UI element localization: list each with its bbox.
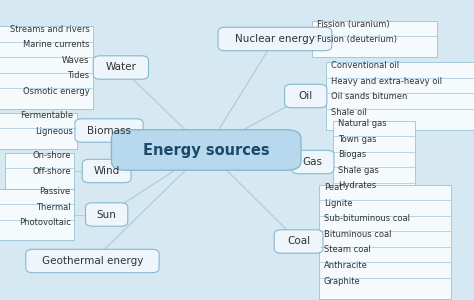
FancyBboxPatch shape xyxy=(0,189,74,240)
Text: Wind: Wind xyxy=(93,166,120,176)
Text: Fermentable: Fermentable xyxy=(20,111,73,120)
FancyBboxPatch shape xyxy=(111,130,301,170)
FancyBboxPatch shape xyxy=(333,121,415,203)
FancyBboxPatch shape xyxy=(292,150,334,174)
Text: Marine currents: Marine currents xyxy=(23,40,90,49)
Text: Graphite: Graphite xyxy=(324,277,361,286)
FancyBboxPatch shape xyxy=(312,21,437,57)
Text: Nuclear energy: Nuclear energy xyxy=(235,34,315,44)
FancyBboxPatch shape xyxy=(274,230,323,253)
Text: Photovoltaic: Photovoltaic xyxy=(19,218,71,227)
FancyBboxPatch shape xyxy=(0,112,77,148)
Text: Biogas: Biogas xyxy=(338,150,366,159)
FancyBboxPatch shape xyxy=(319,184,451,298)
FancyBboxPatch shape xyxy=(85,203,128,226)
Text: Fusion (deuterium): Fusion (deuterium) xyxy=(317,35,397,44)
Text: Streams and rivers: Streams and rivers xyxy=(9,25,90,34)
Text: Shale oil: Shale oil xyxy=(331,108,367,117)
Text: Conventional oil: Conventional oil xyxy=(331,61,399,70)
Text: Biomass: Biomass xyxy=(87,125,131,136)
Text: Hydrates: Hydrates xyxy=(338,182,376,190)
Text: Bituminous coal: Bituminous coal xyxy=(324,230,391,239)
Text: Steam coal: Steam coal xyxy=(324,245,371,254)
Text: Natural gas: Natural gas xyxy=(338,119,387,128)
Text: Lignite: Lignite xyxy=(324,199,352,208)
FancyBboxPatch shape xyxy=(5,153,74,189)
FancyBboxPatch shape xyxy=(82,159,131,183)
Text: Anthracite: Anthracite xyxy=(324,261,368,270)
FancyBboxPatch shape xyxy=(284,84,327,108)
Text: Gas: Gas xyxy=(303,157,323,167)
Text: Oil sands bitumen: Oil sands bitumen xyxy=(331,92,407,101)
Text: Water: Water xyxy=(105,62,137,73)
Text: On-shore: On-shore xyxy=(32,152,71,160)
Text: Oil: Oil xyxy=(299,91,313,101)
FancyBboxPatch shape xyxy=(26,249,159,273)
Text: Heavy and extra-heavy oil: Heavy and extra-heavy oil xyxy=(331,76,442,85)
FancyBboxPatch shape xyxy=(93,56,148,79)
Text: Tides: Tides xyxy=(67,71,90,80)
Text: Town gas: Town gas xyxy=(338,135,376,144)
Text: Fission (uranium): Fission (uranium) xyxy=(317,20,389,28)
Text: Coal: Coal xyxy=(287,236,310,247)
FancyBboxPatch shape xyxy=(326,62,474,130)
Text: Energy sources: Energy sources xyxy=(143,142,270,158)
Text: Waves: Waves xyxy=(62,56,90,65)
Text: Geothermal energy: Geothermal energy xyxy=(42,256,143,266)
FancyBboxPatch shape xyxy=(218,27,332,51)
Text: Sun: Sun xyxy=(97,209,117,220)
Text: Passive: Passive xyxy=(39,187,71,196)
Text: Shale gas: Shale gas xyxy=(338,166,379,175)
Text: Sub-bituminous coal: Sub-bituminous coal xyxy=(324,214,410,223)
Text: Ligneous: Ligneous xyxy=(35,127,73,136)
FancyBboxPatch shape xyxy=(75,119,143,142)
FancyBboxPatch shape xyxy=(0,26,93,109)
Text: Off-shore: Off-shore xyxy=(32,167,71,176)
Text: Thermal: Thermal xyxy=(36,203,71,212)
Text: Osmotic energy: Osmotic energy xyxy=(23,87,90,96)
Text: Peat: Peat xyxy=(324,183,342,192)
